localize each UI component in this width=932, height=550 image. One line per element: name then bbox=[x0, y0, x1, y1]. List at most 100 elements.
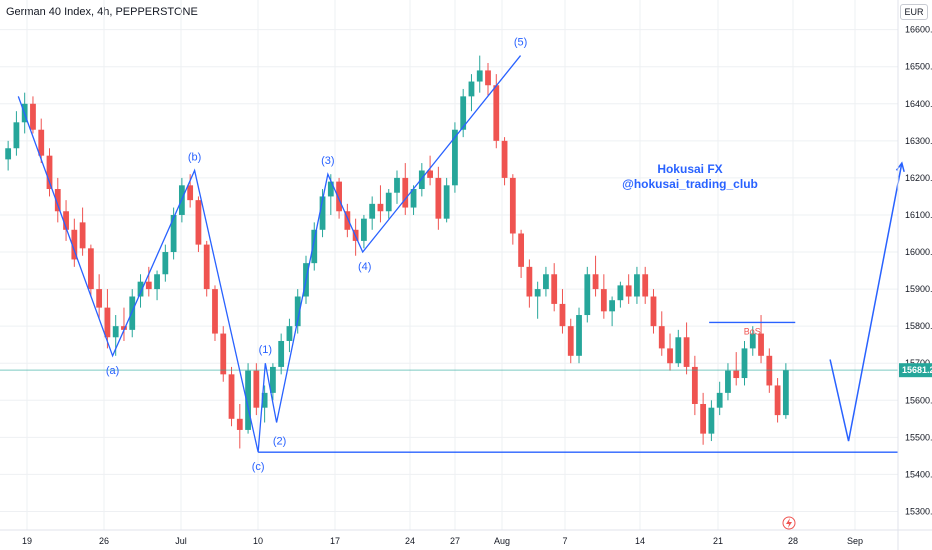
candle-body bbox=[195, 200, 202, 245]
current-price-tag bbox=[899, 363, 932, 378]
candle-body bbox=[228, 374, 235, 419]
price-tick-label: 16000.0 bbox=[905, 247, 932, 257]
bos-label: BoS bbox=[744, 326, 761, 336]
candle-body bbox=[675, 337, 682, 364]
wave-label: (c) bbox=[252, 461, 265, 473]
time-tick-label: 21 bbox=[713, 536, 723, 546]
candle-body bbox=[63, 211, 69, 230]
currency-button[interactable]: EUR bbox=[900, 4, 928, 20]
price-tick-label: 15600.0 bbox=[905, 395, 932, 405]
candle-body bbox=[79, 222, 86, 249]
candle-body bbox=[551, 274, 558, 304]
wave-label: (5) bbox=[514, 37, 527, 49]
candle-body bbox=[311, 229, 318, 264]
candle-body bbox=[129, 296, 136, 330]
candle-body bbox=[104, 307, 111, 338]
candle-body bbox=[112, 326, 119, 338]
price-axis[interactable]: 15300.015400.015500.015600.015700.015800… bbox=[899, 25, 932, 517]
candle-body bbox=[501, 140, 508, 178]
candle-body bbox=[319, 196, 326, 230]
drawings bbox=[0, 55, 905, 453]
time-axis[interactable]: 19 26 Jul 10 17 24 27 Aug 7 14 21 28 Sep bbox=[22, 536, 863, 546]
candle-body bbox=[162, 252, 169, 275]
lightning-icon[interactable] bbox=[782, 516, 796, 530]
watermark-handle: @hokusai_trading_club bbox=[622, 177, 758, 191]
price-tick-label: 16100.0 bbox=[905, 210, 932, 220]
candle-body bbox=[518, 233, 525, 267]
price-tick-label: 15500.0 bbox=[905, 432, 932, 442]
candle-body bbox=[170, 214, 177, 253]
time-tick-label: 14 bbox=[635, 536, 645, 546]
candle-body bbox=[137, 281, 144, 297]
candle-body bbox=[683, 337, 690, 367]
price-tick-label: 15300.0 bbox=[905, 506, 932, 516]
wave-label: (4) bbox=[358, 261, 371, 273]
candle-body bbox=[691, 366, 698, 404]
candle-body bbox=[145, 281, 152, 290]
candle-body bbox=[452, 129, 458, 186]
candle-body bbox=[584, 274, 591, 316]
candle-body bbox=[71, 229, 78, 260]
price-tick-label: 16200.0 bbox=[905, 173, 932, 183]
candle-body bbox=[38, 129, 45, 156]
candle-body bbox=[344, 211, 351, 230]
time-tick-label: 10 bbox=[253, 536, 263, 546]
candle-body bbox=[361, 218, 367, 241]
candle-body bbox=[526, 266, 533, 297]
candle-body bbox=[121, 326, 127, 330]
candle-body bbox=[269, 366, 276, 393]
time-tick-label: 28 bbox=[788, 536, 798, 546]
candle-body bbox=[245, 370, 251, 430]
candle-body bbox=[286, 326, 293, 341]
price-tick-label: 16300.0 bbox=[905, 136, 932, 146]
candle-body bbox=[96, 289, 103, 308]
candle-body bbox=[13, 122, 20, 149]
price-tick-label: 16400.0 bbox=[905, 99, 932, 109]
candle-body bbox=[782, 370, 789, 416]
candle-body bbox=[236, 418, 243, 430]
candle-body bbox=[187, 185, 194, 201]
candles bbox=[5, 55, 789, 449]
candle-body bbox=[617, 285, 624, 301]
candle-body bbox=[418, 170, 425, 190]
price-tick-label: 16600.0 bbox=[905, 25, 932, 35]
candle-body bbox=[708, 407, 715, 434]
time-tick-label: 26 bbox=[99, 536, 109, 546]
chart-title: German 40 Index, 4h, PEPPERSTONE bbox=[6, 6, 198, 18]
current-price-label: 15681.2 bbox=[902, 365, 932, 375]
candle-body bbox=[154, 274, 160, 290]
candle-body bbox=[253, 370, 260, 408]
candle-body bbox=[749, 333, 756, 349]
candle-body bbox=[774, 385, 781, 416]
candle-body bbox=[609, 300, 616, 312]
candle-body bbox=[410, 189, 417, 208]
candle-body bbox=[369, 203, 376, 219]
labels: (a) (b) (c) (1) (2) (3) (4) (5) BoS Hokusai FX@ho… bbox=[106, 37, 796, 530]
candle-body bbox=[642, 274, 649, 297]
price-tick-label: 16500.0 bbox=[905, 62, 932, 72]
candle-body bbox=[46, 155, 53, 190]
candle-body bbox=[567, 326, 574, 356]
candle-body bbox=[385, 192, 392, 212]
candle-body bbox=[87, 248, 94, 290]
time-tick-label: Jul bbox=[175, 536, 187, 546]
candle-body bbox=[658, 326, 665, 349]
candle-body bbox=[493, 85, 500, 141]
candle-body bbox=[294, 296, 301, 327]
time-tick-label: 24 bbox=[405, 536, 415, 546]
candle-body bbox=[278, 340, 285, 367]
time-tick-label: 17 bbox=[330, 536, 340, 546]
candle-body bbox=[327, 181, 334, 197]
candle-body bbox=[634, 274, 640, 297]
wave-label: (1) bbox=[259, 344, 272, 356]
candle-body bbox=[509, 177, 516, 234]
candle-body bbox=[443, 185, 450, 219]
candle-body bbox=[592, 274, 599, 290]
price-tick-label: 15400.0 bbox=[905, 469, 932, 479]
wave-label: (a) bbox=[106, 365, 119, 377]
candle-body bbox=[261, 392, 268, 408]
wave-label: (3) bbox=[321, 155, 334, 167]
time-tick-label: 19 bbox=[22, 536, 32, 546]
candle-body bbox=[468, 81, 475, 97]
